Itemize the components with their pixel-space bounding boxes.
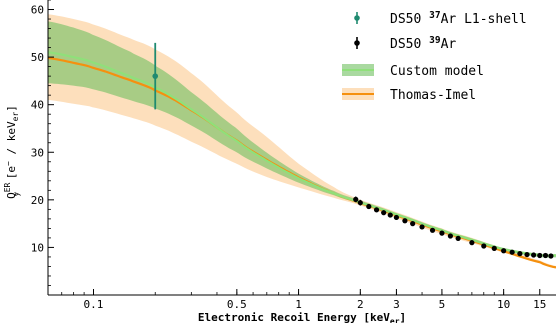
ar39-point — [491, 245, 497, 251]
ar39-point — [402, 218, 408, 224]
custom-model-line — [48, 51, 556, 257]
x-tick-label: 10 — [497, 298, 510, 311]
x-tick-label: 0.5 — [227, 298, 247, 311]
legend-text: Thomas-Imel — [390, 88, 476, 103]
legend-text: Ar — [441, 37, 457, 52]
y-tick-label: 50 — [31, 51, 44, 64]
y-tick-label: 40 — [31, 99, 44, 112]
legend-ar37-marker — [354, 15, 360, 21]
y-label-minus: − — [4, 161, 13, 166]
legend-label-ar39: DS50 39Ar — [390, 35, 456, 52]
y-tick-label: 60 — [31, 4, 44, 17]
legend-text: DS50 — [390, 37, 429, 52]
x-tick-label: 15 — [533, 298, 546, 311]
legend-superscript: 39 — [429, 35, 441, 46]
x-label-subscript: er — [390, 317, 400, 323]
ar39-point — [509, 249, 515, 255]
x-tick-label: 1 — [295, 298, 302, 311]
legend-ar39-marker — [354, 40, 360, 46]
thomas-imel-band — [48, 14, 556, 269]
ar39-point — [469, 240, 475, 246]
x-tick-label: 5 — [439, 298, 446, 311]
ar39-point — [393, 214, 400, 221]
ar39-point — [429, 227, 436, 233]
ar39-point — [366, 203, 372, 210]
ar39-point — [419, 224, 425, 230]
y-label-rest: [e — [5, 166, 18, 186]
y-label-superscript: ER — [3, 182, 12, 192]
x-tick-label: 3 — [393, 298, 400, 311]
ar39-point — [537, 252, 543, 259]
x-label-main: Electronic Recoil Energy [keV — [198, 311, 390, 323]
y-axis-label: QERy [e− / keVer] — [3, 105, 21, 199]
y-tick-label: 30 — [31, 146, 44, 159]
ar39-point — [531, 252, 537, 258]
uncertainty-bands — [48, 14, 556, 269]
ar39-point — [501, 248, 507, 254]
y-label-q: Q — [5, 192, 18, 199]
y-label-mid: / keV — [5, 121, 18, 161]
legend-text: DS50 — [390, 12, 429, 27]
ar39-point — [548, 253, 554, 259]
y-label-subscript: y — [12, 192, 21, 197]
legend-text: Ar L1-shell — [441, 12, 527, 27]
x-axis-label: Electronic Recoil Energy [keVer] — [198, 311, 406, 323]
ar37-point — [152, 73, 159, 79]
ar39-point — [357, 200, 363, 206]
custom-model-band — [48, 21, 556, 258]
legend-label-ti: Thomas-Imel — [390, 88, 476, 103]
ar39-point — [447, 233, 454, 239]
y-tick-label: 20 — [31, 194, 44, 207]
ar39-point — [517, 251, 523, 257]
ar39-point — [353, 196, 359, 202]
y-label-close: ] — [5, 105, 18, 112]
data-points — [152, 42, 554, 259]
x-tick-label: 0.1 — [84, 298, 104, 311]
ar39-point — [410, 221, 416, 227]
ar39-point — [373, 207, 380, 213]
y-tick-label: 10 — [31, 241, 44, 254]
ar39-point — [455, 235, 461, 241]
legend-label-custom: Custom model — [390, 64, 484, 79]
ar39-point — [439, 230, 445, 236]
legend-label-ar37: DS50 37Ar L1-shell — [390, 10, 527, 27]
ar39-point — [387, 212, 393, 218]
ar39-point — [481, 243, 487, 249]
ar39-point — [381, 210, 387, 216]
x-label-close: ] — [400, 311, 407, 323]
ar39-point — [524, 251, 530, 258]
axes: 10 20 30 40 50 60 0.1 0.5 1 2 3 5 10 15 — [31, 0, 556, 311]
legend-text: Custom model — [390, 64, 484, 79]
x-tick-label: 2 — [357, 298, 364, 311]
y-label-subscript-2: er — [11, 112, 20, 122]
axis-labels: Electronic Recoil Energy [keVer]QERy [e−… — [3, 105, 406, 323]
legend-superscript: 37 — [429, 10, 440, 21]
ar39-point — [542, 252, 549, 259]
